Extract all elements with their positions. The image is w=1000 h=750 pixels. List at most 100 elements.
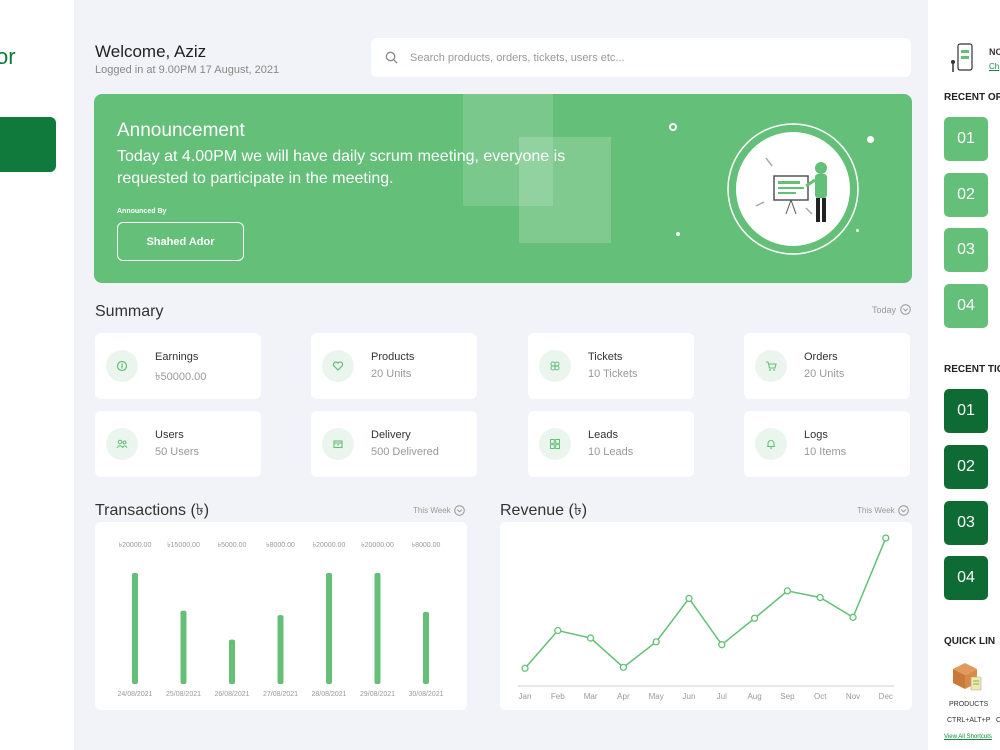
- revenue-point: [750, 614, 759, 622]
- recent-ticket-item[interactable]: 04: [944, 556, 988, 600]
- announcement-text: Today at 4.00PM we will have daily scrum…: [117, 148, 566, 187]
- recent-ticket-item[interactable]: 02: [944, 445, 988, 489]
- box-icon: [322, 428, 354, 460]
- recent-ticket-item[interactable]: 01: [944, 389, 988, 433]
- x-tick-label: Sep: [780, 692, 795, 701]
- bar-value-label: ৳5000.00: [218, 541, 247, 549]
- revenue-point: [554, 626, 562, 635]
- revenue-point: [685, 594, 693, 603]
- card-label: Orders: [804, 351, 838, 363]
- announcer-button[interactable]: Shahed Ador: [117, 222, 244, 261]
- card-value: 10 Tickets: [588, 368, 638, 380]
- transactions-filter[interactable]: This Week: [413, 505, 465, 516]
- transaction-bar: [423, 611, 429, 684]
- card-value: ৳50000.00: [155, 371, 207, 383]
- users-icon: [106, 428, 138, 460]
- x-tick-label: Jan: [519, 692, 532, 701]
- transaction-bar: [229, 639, 235, 684]
- x-tick-label: Mar: [584, 692, 598, 701]
- transactions-chart-panel: ৳20000.00 24/08/2021 ৳15000.00 25/08/2021 ৳5…: [95, 522, 467, 710]
- summary-card-tickets[interactable]: Tickets 10 Tickets: [528, 333, 694, 399]
- notice-link[interactable]: Ch: [989, 62, 1000, 71]
- summary-card-logs[interactable]: Logs 10 Items: [744, 411, 910, 477]
- bar-value-label: ৳15000.00: [167, 541, 200, 549]
- card-label: Delivery: [371, 429, 411, 441]
- chevron-down-icon: [897, 505, 909, 516]
- x-tick-label: Oct: [814, 692, 827, 701]
- revenue-filter[interactable]: This Week: [857, 505, 909, 516]
- search-icon: [385, 51, 398, 64]
- transactions-bar-chart: ৳20000.00 24/08/2021 ৳15000.00 25/08/2021 ৳5…: [117, 541, 443, 698]
- bell-icon: [755, 428, 787, 460]
- recent-ticket-item[interactable]: 03: [944, 501, 988, 545]
- recent-order-item[interactable]: 03: [944, 228, 988, 272]
- welcome-title: Welcome, Aziz: [95, 42, 207, 61]
- card-label: Users: [155, 429, 184, 441]
- summary-card-delivery[interactable]: Delivery 500 Delivered: [311, 411, 477, 477]
- card-value: 20 Units: [371, 368, 412, 380]
- revenue-point: [652, 638, 660, 646]
- transaction-bar: [326, 573, 332, 684]
- x-tick-label: 24/08/2021: [117, 691, 152, 698]
- products-box-icon[interactable]: [949, 661, 983, 693]
- brand-logo-text: or: [0, 44, 16, 69]
- quick-links-title: QUICK LIN: [944, 636, 996, 647]
- sidebar: or: [0, 0, 74, 750]
- revenue-filter-label: This Week: [857, 506, 895, 515]
- card-label: Tickets: [588, 351, 623, 363]
- grid-icon: [539, 428, 571, 460]
- revenue-point: [619, 663, 628, 671]
- summary-filter-label: Today: [872, 304, 897, 315]
- recent-order-item[interactable]: 04: [944, 284, 988, 328]
- card-label: Leads: [588, 429, 618, 441]
- quick-link-extra: C: [996, 717, 1000, 724]
- summary-card-products[interactable]: Products 20 Units: [311, 333, 477, 399]
- revenue-point: [849, 613, 857, 621]
- decor-dot: [867, 136, 874, 143]
- summary-card-leads[interactable]: Leads 10 Leads: [528, 411, 694, 477]
- card-value: 50 Users: [155, 446, 200, 458]
- summary-filter[interactable]: Today: [872, 304, 911, 315]
- decor-square: [519, 137, 611, 243]
- revenue-line-chart: Jan Feb Mar Apr May Jun Jul Aug Sep Oct Nov Dec: [518, 534, 894, 701]
- card-label: Logs: [804, 429, 828, 441]
- recent-order-item[interactable]: 02: [944, 173, 988, 217]
- logged-in-text: Logged in at 9.00PM 17 August, 2021: [95, 64, 280, 76]
- x-tick-label: Apr: [617, 692, 630, 701]
- revenue-point: [783, 587, 792, 595]
- search-input[interactable]: [410, 51, 880, 64]
- transaction-bar: [374, 573, 381, 684]
- card-value: 20 Units: [804, 368, 845, 380]
- revenue-point: [816, 593, 824, 602]
- x-tick-label: Nov: [846, 692, 860, 701]
- mobile-notice-icon: [951, 43, 973, 72]
- revenue-chart-panel: Jan Feb Mar Apr May Jun Jul Aug Sep Oct Nov Dec: [500, 522, 912, 710]
- search-bar[interactable]: [371, 38, 911, 77]
- summary-card-users[interactable]: Users 50 Users: [95, 411, 261, 477]
- announced-by-label: Announced By: [117, 208, 167, 215]
- announcement-title: Announcement: [117, 120, 245, 141]
- chevron-down-icon: [900, 304, 911, 315]
- heart-icon: [322, 350, 354, 382]
- coin-icon: [106, 350, 138, 382]
- x-tick-label: Feb: [551, 692, 565, 701]
- recent-orders-title: RECENT OR: [944, 92, 1000, 103]
- x-tick-label: 29/08/2021: [360, 691, 395, 698]
- summary-card-orders[interactable]: Orders 20 Units: [744, 333, 910, 399]
- bar-value-label: ৳20000.00: [119, 541, 152, 549]
- card-label: Earnings: [155, 351, 199, 363]
- bar-value-label: ৳8000.00: [412, 541, 441, 549]
- decor-square: [463, 94, 553, 206]
- recent-order-item[interactable]: 01: [944, 117, 988, 161]
- main-content: Welcome, Aziz Logged in at 9.00PM 17 Aug…: [74, 0, 928, 750]
- x-tick-label: 28/08/2021: [311, 691, 346, 698]
- view-all-shortcuts-link[interactable]: View All Shortcuts: [944, 734, 992, 740]
- sidebar-active-item[interactable]: [0, 117, 56, 172]
- right-panel: NO Ch RECENT OR 01 02 03 04 RECENT TIC 0…: [928, 0, 1000, 750]
- summary-card-earnings[interactable]: Earnings ৳50000.00: [95, 333, 261, 399]
- decor-dot: [669, 123, 677, 131]
- x-tick-label: Aug: [747, 692, 761, 701]
- announcement-banner: Announcement Today at 4.00PM we will hav…: [94, 94, 912, 283]
- bar-value-label: ৳20000.00: [313, 541, 346, 549]
- card-label: Products: [371, 351, 415, 363]
